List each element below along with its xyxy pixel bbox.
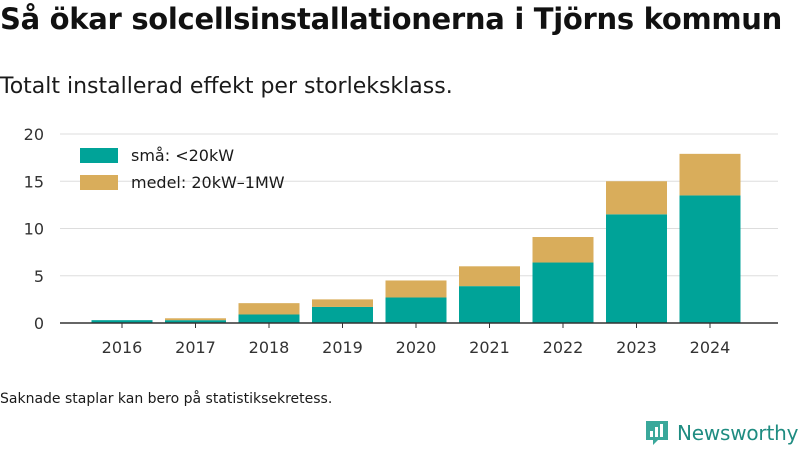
x-tick-label: 2019 xyxy=(322,338,363,357)
brand-logo: Newsworthy xyxy=(644,419,798,447)
bar-segment xyxy=(91,320,153,323)
bar-segment xyxy=(606,181,667,215)
bar-segment xyxy=(532,237,594,263)
chart-subtitle: Totalt installerad effekt per storlekskl… xyxy=(0,74,453,99)
x-tick-label: 2020 xyxy=(396,338,437,357)
x-tick-label: 2021 xyxy=(469,338,510,357)
newsworthy-logo-icon xyxy=(646,421,668,445)
chart-title: Så ökar solcellsinstallationerna i Tjörn… xyxy=(0,2,782,36)
y-tick-label: 0 xyxy=(34,314,44,333)
y-tick-label: 15 xyxy=(24,172,44,191)
y-tick-label: 10 xyxy=(24,220,44,239)
bar-segment xyxy=(238,314,300,323)
y-tick-label: 20 xyxy=(24,125,44,144)
x-tick-label: 2017 xyxy=(175,338,216,357)
legend-swatch xyxy=(80,175,118,190)
bar-segment xyxy=(165,320,226,323)
bar-segment xyxy=(312,299,373,307)
bar-segment xyxy=(385,280,447,298)
bar-segment xyxy=(459,266,520,287)
axes: 0 5 10 15 20 2016 2017 2018 2019 2020 2021 2022 2023… xyxy=(24,125,778,357)
footnote: Saknade staplar kan bero på statistiksek… xyxy=(0,391,333,407)
bar-segment xyxy=(238,303,300,315)
bar-segment xyxy=(385,297,447,323)
bars xyxy=(91,153,741,323)
legend-label: medel: 20kW–1MW xyxy=(131,173,285,192)
bar-segment xyxy=(679,153,741,196)
x-tick-label: 2016 xyxy=(102,338,143,357)
legend-swatch xyxy=(80,148,118,163)
brand-name: Newsworthy xyxy=(677,421,799,445)
bar-segment xyxy=(606,214,667,323)
x-tick-label: 2018 xyxy=(249,338,290,357)
legend: små: <20kW medel: 20kW–1MW xyxy=(80,146,285,192)
bar-segment xyxy=(459,286,520,323)
bar-segment xyxy=(532,262,594,323)
y-tick-label: 5 xyxy=(34,267,44,286)
x-tick-label: 2022 xyxy=(543,338,584,357)
stacked-bar-chart: 0 5 10 15 20 2016 2017 2018 2019 2020 2021 2022 2023… xyxy=(24,125,778,357)
bar-segment xyxy=(679,195,741,323)
x-tick-label: 2023 xyxy=(616,338,657,357)
x-tick-label: 2024 xyxy=(690,338,731,357)
legend-label: små: <20kW xyxy=(131,146,234,165)
bar-segment xyxy=(312,306,373,323)
bar-segment xyxy=(165,318,226,321)
